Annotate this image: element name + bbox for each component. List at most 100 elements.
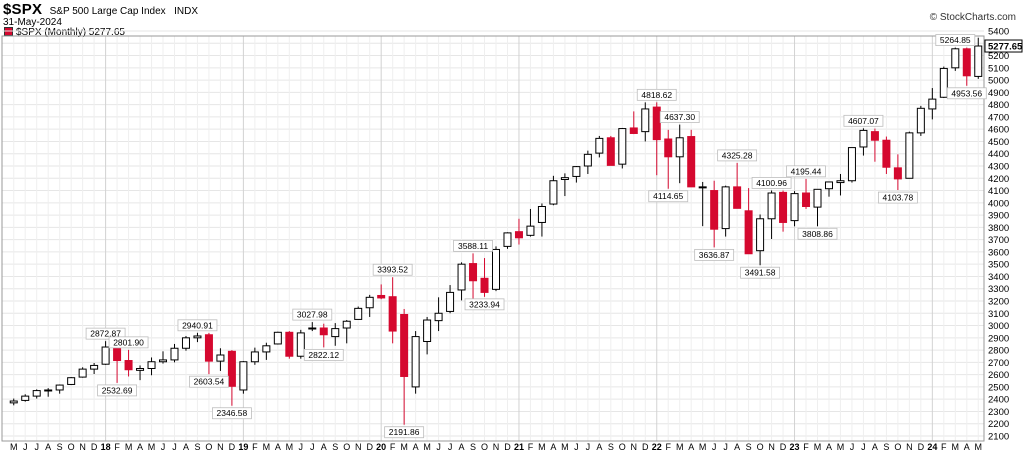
price-annotation: 2532.69 xyxy=(97,384,137,397)
candle xyxy=(319,323,328,348)
candle-body xyxy=(790,193,799,222)
candle xyxy=(744,188,753,255)
annotation-box xyxy=(177,319,218,332)
x-tick-label: N xyxy=(493,442,500,452)
candle-body xyxy=(262,345,271,353)
x-tick-label: D xyxy=(366,442,373,452)
x-tick-label: M xyxy=(148,442,156,452)
candle-body xyxy=(537,206,546,223)
candle-body xyxy=(457,263,466,291)
y-tick-label: 4600 xyxy=(988,125,1009,136)
candle-body xyxy=(32,390,41,397)
candle-body xyxy=(44,389,53,392)
candle xyxy=(790,191,799,227)
x-tick-label: M xyxy=(263,442,271,452)
candle-body xyxy=(756,218,765,252)
candle-body xyxy=(905,132,914,179)
candle-body xyxy=(836,180,845,184)
annotation-box xyxy=(648,190,689,203)
candle xyxy=(974,37,983,79)
candle-body xyxy=(193,335,202,339)
annotation-box xyxy=(797,227,838,240)
price-annotation: 4114.65 xyxy=(648,190,689,203)
candle xyxy=(78,367,87,378)
y-tick-label: 4100 xyxy=(988,186,1009,197)
annotation-box xyxy=(935,34,976,46)
annotation-label: 2872.87 xyxy=(90,329,121,339)
x-tick-label: O xyxy=(894,442,901,452)
x-tick-label: F xyxy=(114,442,120,452)
y-tick-label: 3900 xyxy=(988,211,1009,222)
candle xyxy=(870,128,879,162)
x-tick-label: J xyxy=(861,442,866,452)
x-tick-label: F xyxy=(803,442,809,452)
candle-body xyxy=(652,106,661,141)
annotation-label: 5264.85 xyxy=(940,35,971,45)
candle-body xyxy=(469,263,478,282)
candle xyxy=(847,147,856,183)
y-tick-label: 4200 xyxy=(988,174,1009,185)
price-annotation: 2603.54 xyxy=(189,375,229,388)
candle-body xyxy=(136,368,145,371)
candle xyxy=(239,361,248,394)
price-annotation: 3808.86 xyxy=(797,227,838,240)
candle-body xyxy=(446,291,455,312)
y-tick-label: 2100 xyxy=(988,432,1009,443)
x-tick-label: J xyxy=(23,442,28,452)
candle xyxy=(721,185,730,237)
candle xyxy=(296,329,305,359)
candle-body xyxy=(354,307,363,320)
candle-body xyxy=(606,137,615,166)
x-tick-label: F xyxy=(941,442,947,452)
annotation-box xyxy=(636,88,677,101)
annotation-label: 3393.52 xyxy=(377,265,408,275)
annotation-box xyxy=(303,348,344,361)
x-tick-label: 22 xyxy=(652,442,662,452)
candle xyxy=(514,218,523,245)
price-annotation: 2801.90 xyxy=(108,336,149,349)
annotation-label: 2191.86 xyxy=(389,427,420,437)
candle-body xyxy=(813,188,822,208)
y-tick-label: 4400 xyxy=(988,149,1009,160)
x-tick-label: J xyxy=(34,442,39,452)
price-annotation: 4607.07 xyxy=(843,114,884,127)
candle-body xyxy=(893,167,902,180)
candle xyxy=(813,188,822,227)
candle xyxy=(204,332,213,375)
x-tick-label: A xyxy=(137,442,143,452)
y-tick-label: 4300 xyxy=(988,162,1009,173)
annotation-label: 3636.87 xyxy=(699,250,730,260)
candle xyxy=(572,166,581,183)
annotation-label: 4100.96 xyxy=(756,178,787,188)
candle-body xyxy=(124,360,133,371)
x-tick-label: M xyxy=(423,442,431,452)
last-value-box xyxy=(984,39,1023,53)
y-tick-label: 2600 xyxy=(988,370,1009,381)
candle xyxy=(687,129,696,188)
candle-body xyxy=(744,210,753,255)
candle xyxy=(250,347,259,365)
candle xyxy=(675,124,684,184)
price-annotation: 2940.91 xyxy=(177,319,218,332)
x-tick-label: A xyxy=(872,442,878,452)
candle-body xyxy=(572,166,581,177)
candle-body xyxy=(675,137,684,158)
candle-body xyxy=(181,337,190,349)
y-tick-label: 4000 xyxy=(988,198,1009,209)
x-tick-label: F xyxy=(528,442,534,452)
candle xyxy=(836,173,845,196)
candle xyxy=(216,348,225,371)
annotations-group: 2872.87 2532.69 2801.90 2940.91 2603.54 2346.… xyxy=(85,34,987,439)
y-tick-label: 3000 xyxy=(988,321,1009,332)
candle xyxy=(342,320,351,344)
candle-body xyxy=(113,347,122,362)
candle-body xyxy=(67,377,76,385)
x-tick-label: O xyxy=(68,442,75,452)
price-annotation: 3636.87 xyxy=(694,248,735,261)
x-tick-label: D xyxy=(780,442,787,452)
candle-body xyxy=(492,248,500,290)
annotation-box xyxy=(751,177,792,189)
candle-body xyxy=(342,320,351,329)
x-tick-label: O xyxy=(205,442,212,452)
annotation-label: 4637.30 xyxy=(664,112,695,122)
